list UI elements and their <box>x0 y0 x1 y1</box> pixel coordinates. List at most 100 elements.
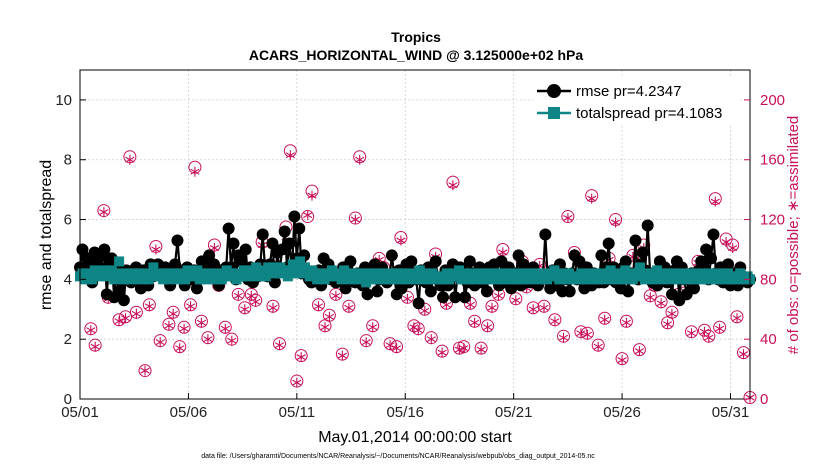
rmse-point <box>641 219 654 232</box>
x-tick-label: 05/11 <box>279 404 315 421</box>
obs-assimilated-point <box>710 196 720 207</box>
rmse-point <box>361 288 374 301</box>
rmse-point <box>234 255 247 268</box>
plot-frame <box>79 69 751 400</box>
obs-assimilated-point <box>313 301 324 312</box>
rmse-point <box>437 291 450 304</box>
obs-assimilated-point <box>155 337 165 348</box>
obs-assimilated-point <box>487 302 497 313</box>
rmse-point <box>190 282 203 295</box>
rmse-point <box>203 249 216 262</box>
obs-assimilated-point <box>576 328 586 339</box>
obs-assimilated-point <box>465 299 475 310</box>
rmse-point <box>424 285 437 298</box>
obs-assimilated-point <box>715 323 725 334</box>
y-tick-label: 2 <box>64 331 72 348</box>
totalspread-point <box>634 262 645 273</box>
y-tick-label: 4 <box>64 271 72 288</box>
obs-assimilated-point <box>251 296 261 307</box>
obs-assimilated-point <box>151 244 161 255</box>
x-axis-label: May.01,2014 00:00:00 start <box>318 429 512 446</box>
obs-assimilated-point <box>203 334 213 345</box>
obs-assimilated-point <box>246 290 256 301</box>
y2-tick-label: 160 <box>760 152 785 169</box>
rmse-point <box>722 258 735 271</box>
obs-assimilated-point <box>209 243 220 253</box>
rmse-point <box>517 258 530 271</box>
obs-assimilated-point <box>355 154 365 165</box>
rmse-point <box>239 243 252 256</box>
obs-assimilated-point <box>227 335 237 346</box>
y-tick-label: 6 <box>64 212 72 229</box>
series-markers <box>74 210 756 310</box>
obs-assimilated-point <box>732 313 742 324</box>
y2-axis-label: # of obs: o=possible; ∗=assimilated <box>785 116 802 355</box>
obs-assimilated-point <box>704 332 714 343</box>
obs-assimilated-point <box>144 301 154 312</box>
obs-assimilated-point <box>600 314 610 325</box>
obs-assimilated-point <box>721 237 731 247</box>
obs-assimilated-point <box>361 337 371 348</box>
obs-assimilated-point <box>656 298 666 309</box>
obs-assimilated-point <box>511 295 521 306</box>
y-tick-label: 10 <box>55 92 72 109</box>
totalspread-point <box>600 274 611 285</box>
rmse-point <box>266 237 279 250</box>
rmse-point <box>344 255 357 268</box>
obs-assimilated-point <box>320 322 330 333</box>
rmse-point <box>458 291 471 304</box>
totalspread-point <box>148 262 159 273</box>
legend: rmse pr=4.2347 totalspread pr=4.1083 <box>533 78 738 126</box>
rmse-point <box>256 228 269 241</box>
totalspread-point <box>336 274 347 285</box>
obs-assimilated-point <box>186 301 196 312</box>
obs-assimilated-point <box>663 319 673 330</box>
obs-assimilated-point <box>686 328 697 339</box>
rmse-point <box>700 243 713 256</box>
obs-assimilated-point <box>621 317 631 328</box>
obs-assimilated-point <box>140 365 150 376</box>
obs-assimilated-point <box>368 322 378 333</box>
obs-assimilated-point <box>292 377 302 388</box>
obs-assimilated-point <box>285 150 295 161</box>
obs-assimilated-point <box>645 292 655 303</box>
totalspread-point <box>114 256 125 267</box>
rmse-point <box>539 228 552 241</box>
obs-assimilated-point <box>307 190 317 201</box>
obs-assimilated-point <box>617 355 627 366</box>
obs-assimilated-point <box>699 326 710 337</box>
x-tick-label: 05/16 <box>386 404 424 421</box>
obs-assimilated-point <box>426 334 436 345</box>
obs-assimilated-point <box>268 302 278 313</box>
obs-assimilated-point <box>131 308 141 319</box>
obs-assimilated-point <box>610 217 621 228</box>
rmse-point <box>429 255 442 268</box>
rmse-point <box>385 249 398 262</box>
rmse-point <box>222 222 235 235</box>
rmse-point <box>563 285 576 298</box>
obs-assimilated-point <box>90 341 100 352</box>
obs-assimilated-point <box>99 207 109 218</box>
y2-tick-label: 120 <box>760 212 785 229</box>
obs-assimilated-point <box>196 317 207 328</box>
obs-assimilated-point <box>593 341 603 352</box>
totalspread-point <box>180 274 191 285</box>
y2-tick-label: 40 <box>760 331 777 348</box>
chart-subtitle: ACARS_HORIZONTAL_WIND @ 3.125000e+02 hPa <box>249 47 584 63</box>
totalspread-point <box>87 274 98 285</box>
obs-assimilated-point <box>459 343 469 354</box>
totalspread-point <box>605 265 616 276</box>
rmse-point <box>339 282 352 295</box>
rmse-point <box>76 243 89 256</box>
rmse-point <box>98 243 111 256</box>
rmse-point <box>278 225 291 238</box>
obs-assimilated-point <box>114 316 124 327</box>
obs-assimilated-point <box>587 193 597 204</box>
obs-assimilated-point <box>582 329 592 340</box>
obs-assimilated-point <box>385 340 395 351</box>
rmse-point <box>405 255 418 268</box>
y-tick-label: 8 <box>64 152 72 169</box>
obs-assimilated-point <box>448 180 458 191</box>
obs-assimilated-point <box>413 325 423 336</box>
totalspread-point <box>282 271 293 282</box>
